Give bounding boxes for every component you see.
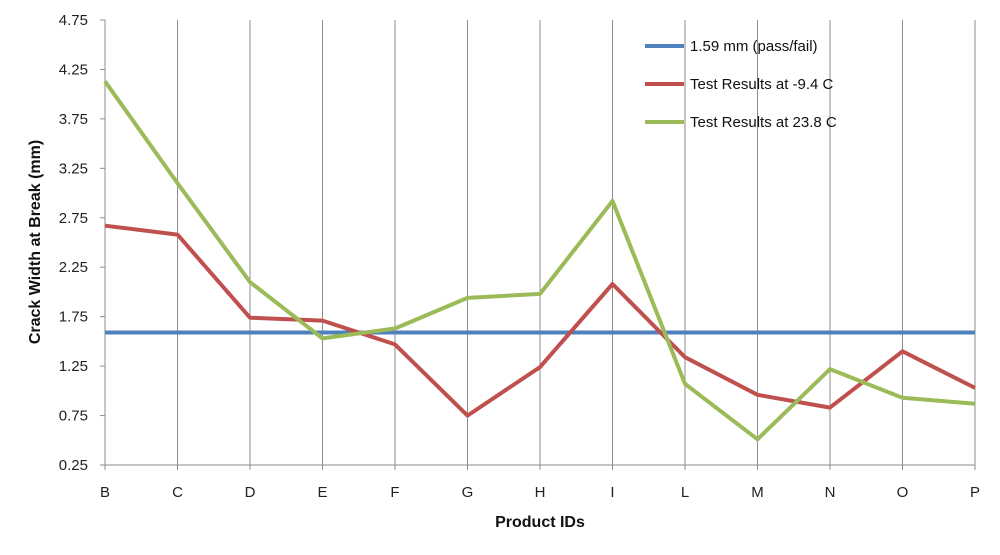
- y-tick-label: 0.25: [59, 457, 88, 474]
- y-tick-label: 2.25: [59, 259, 88, 276]
- x-tick-label: F: [390, 484, 399, 501]
- y-tick-label: 1.75: [59, 309, 88, 326]
- x-tick-label: M: [751, 484, 764, 501]
- legend: 1.59 mm (pass/fail) Test Results at -9.4 …: [645, 38, 837, 131]
- x-tick-label: B: [100, 484, 110, 501]
- y-tick-label: 4.25: [59, 61, 88, 78]
- x-axis-title: Product IDs: [495, 514, 585, 531]
- x-tick-label: O: [897, 484, 909, 501]
- series-line-2: [104, 223, 976, 418]
- y-tick-label: 3.75: [59, 111, 88, 128]
- legend-label-1: 1.59 mm (pass/fail): [690, 38, 818, 55]
- y-tick-label: 0.75: [59, 408, 88, 425]
- x-tick-label: N: [825, 484, 836, 501]
- x-tick-label: G: [462, 484, 474, 501]
- series: [103, 80, 976, 442]
- legend-label-2: Test Results at -9.4 C: [690, 76, 834, 93]
- legend-label-3: Test Results at 23.8 C: [690, 114, 837, 131]
- x-tick-label: E: [317, 484, 327, 501]
- series-line-3: [103, 80, 976, 442]
- x-tick-label: C: [172, 484, 183, 501]
- y-tick-label: 4.75: [59, 12, 88, 29]
- y-axis-title: Crack Width at Break (mm): [27, 140, 44, 344]
- x-tick-label: I: [610, 484, 614, 501]
- y-tick-label: 2.75: [59, 210, 88, 227]
- y-tick-labels: 0.25 0.75 1.25 1.75 2.25 2.75 3.25 3.75 4.25 4.75: [59, 12, 105, 474]
- x-tick-label: L: [681, 484, 689, 501]
- grid: [177, 20, 976, 465]
- x-tick-label: D: [245, 484, 256, 501]
- y-tick-label: 3.25: [59, 160, 88, 177]
- y-tick-label: 1.25: [59, 358, 88, 375]
- x-tick-label: H: [535, 484, 546, 501]
- x-tick-label: P: [970, 484, 980, 501]
